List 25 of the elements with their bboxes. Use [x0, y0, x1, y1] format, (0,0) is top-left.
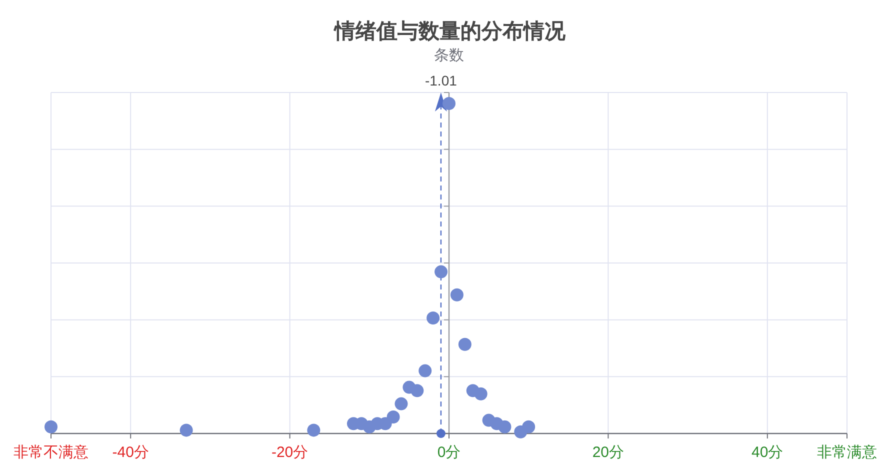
point [394, 397, 408, 410]
point [434, 265, 448, 278]
y-axis-title: 条数 [434, 47, 464, 64]
point [522, 420, 536, 434]
point [180, 424, 193, 437]
point [418, 364, 432, 378]
x-tick-label: -40分 [112, 444, 149, 461]
point [44, 420, 58, 434]
point [410, 384, 424, 398]
ref-line-label: -1.01 [425, 72, 458, 88]
x-tick-label: 0分 [437, 444, 461, 461]
point [442, 97, 456, 110]
chart-title: 情绪值与数量的分布情况 [332, 20, 566, 43]
x-tick-label: 20分 [592, 444, 624, 461]
point [498, 420, 512, 434]
point [307, 424, 320, 437]
x-tick-label: 非常不满意 [14, 444, 88, 461]
point [450, 288, 464, 302]
x-tick-label: -20分 [271, 444, 308, 461]
point [458, 338, 472, 351]
point [426, 312, 440, 324]
point [474, 387, 488, 400]
x-tick-label: 40分 [752, 444, 784, 461]
x-tick-label: 非常满意 [817, 444, 877, 461]
point [386, 410, 400, 424]
